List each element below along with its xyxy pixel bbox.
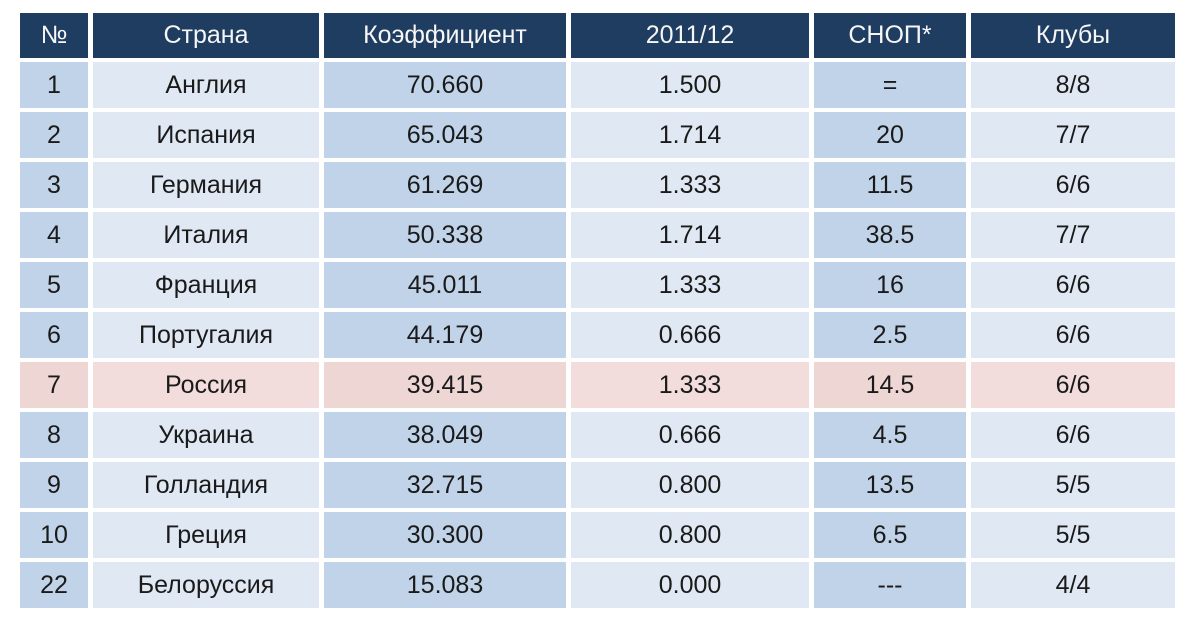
cell-snop: 16: [814, 262, 966, 308]
column-header-clubs: Клубы: [971, 13, 1175, 58]
table-row: 1 Англия 70.660 1.500 = 8/8: [20, 62, 1175, 108]
cell-snop: 20: [814, 112, 966, 158]
cell-country: Англия: [93, 62, 319, 108]
table-row: 4 Италия 50.338 1.714 38.5 7/7: [20, 212, 1175, 258]
header-row: № Страна Коэффициент 2011/12 СНОП* Клубы: [20, 13, 1175, 58]
cell-coefficient: 39.415: [324, 362, 566, 408]
cell-season: 1.333: [571, 262, 809, 308]
cell-rank: 10: [20, 512, 88, 558]
cell-country: Украина: [93, 412, 319, 458]
cell-rank: 8: [20, 412, 88, 458]
cell-coefficient: 45.011: [324, 262, 566, 308]
cell-rank: 2: [20, 112, 88, 158]
cell-coefficient: 61.269: [324, 162, 566, 208]
cell-clubs: 6/6: [971, 162, 1175, 208]
cell-rank: 6: [20, 312, 88, 358]
cell-snop: ---: [814, 562, 966, 608]
cell-season: 0.666: [571, 312, 809, 358]
cell-coefficient: 44.179: [324, 312, 566, 358]
cell-rank: 5: [20, 262, 88, 308]
cell-country: Голландия: [93, 462, 319, 508]
cell-country: Германия: [93, 162, 319, 208]
table-row: 2 Испания 65.043 1.714 20 7/7: [20, 112, 1175, 158]
column-header-snop: СНОП*: [814, 13, 966, 58]
cell-coefficient: 50.338: [324, 212, 566, 258]
cell-season: 0.666: [571, 412, 809, 458]
cell-snop: 6.5: [814, 512, 966, 558]
cell-clubs: 7/7: [971, 112, 1175, 158]
cell-snop: 14.5: [814, 362, 966, 408]
cell-clubs: 8/8: [971, 62, 1175, 108]
cell-rank: 9: [20, 462, 88, 508]
cell-snop: 11.5: [814, 162, 966, 208]
cell-season: 1.333: [571, 362, 809, 408]
column-header-rank: №: [20, 13, 88, 58]
cell-coefficient: 38.049: [324, 412, 566, 458]
cell-season: 0.000: [571, 562, 809, 608]
page: № Страна Коэффициент 2011/12 СНОП* Клубы…: [15, 9, 1180, 612]
cell-rank: 22: [20, 562, 88, 608]
cell-rank: 7: [20, 362, 88, 408]
cell-coefficient: 32.715: [324, 462, 566, 508]
cell-clubs: 5/5: [971, 512, 1175, 558]
cell-country: Франция: [93, 262, 319, 308]
cell-clubs: 6/6: [971, 412, 1175, 458]
table-row: 22 Белоруссия 15.083 0.000 --- 4/4: [20, 562, 1175, 608]
column-header-season: 2011/12: [571, 13, 809, 58]
table-row: 3 Германия 61.269 1.333 11.5 6/6: [20, 162, 1175, 208]
column-header-coefficient: Коэффициент: [324, 13, 566, 58]
table-row: 7 Россия 39.415 1.333 14.5 6/6: [20, 362, 1175, 408]
cell-country: Италия: [93, 212, 319, 258]
cell-snop: 4.5: [814, 412, 966, 458]
cell-clubs: 5/5: [971, 462, 1175, 508]
uefa-coefficients-table: № Страна Коэффициент 2011/12 СНОП* Клубы…: [15, 9, 1180, 612]
cell-rank: 4: [20, 212, 88, 258]
cell-coefficient: 65.043: [324, 112, 566, 158]
cell-country: Португалия: [93, 312, 319, 358]
cell-coefficient: 70.660: [324, 62, 566, 108]
table-row: 5 Франция 45.011 1.333 16 6/6: [20, 262, 1175, 308]
cell-rank: 1: [20, 62, 88, 108]
cell-season: 1.714: [571, 212, 809, 258]
cell-snop: 2.5: [814, 312, 966, 358]
cell-season: 1.714: [571, 112, 809, 158]
table-row: 9 Голландия 32.715 0.800 13.5 5/5: [20, 462, 1175, 508]
column-header-country: Страна: [93, 13, 319, 58]
cell-clubs: 6/6: [971, 312, 1175, 358]
table-row: 6 Португалия 44.179 0.666 2.5 6/6: [20, 312, 1175, 358]
cell-clubs: 6/6: [971, 262, 1175, 308]
table-row: 10 Греция 30.300 0.800 6.5 5/5: [20, 512, 1175, 558]
cell-clubs: 4/4: [971, 562, 1175, 608]
cell-snop: =: [814, 62, 966, 108]
table-row: 8 Украина 38.049 0.666 4.5 6/6: [20, 412, 1175, 458]
cell-snop: 13.5: [814, 462, 966, 508]
cell-country: Греция: [93, 512, 319, 558]
cell-coefficient: 30.300: [324, 512, 566, 558]
cell-coefficient: 15.083: [324, 562, 566, 608]
cell-season: 1.500: [571, 62, 809, 108]
cell-clubs: 6/6: [971, 362, 1175, 408]
cell-season: 1.333: [571, 162, 809, 208]
cell-rank: 3: [20, 162, 88, 208]
cell-country: Белоруссия: [93, 562, 319, 608]
cell-snop: 38.5: [814, 212, 966, 258]
cell-season: 0.800: [571, 512, 809, 558]
cell-clubs: 7/7: [971, 212, 1175, 258]
cell-country: Испания: [93, 112, 319, 158]
cell-country: Россия: [93, 362, 319, 408]
cell-season: 0.800: [571, 462, 809, 508]
